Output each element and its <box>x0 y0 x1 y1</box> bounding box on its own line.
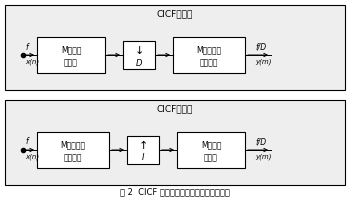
Text: 器级联: 器级联 <box>64 59 78 67</box>
Text: f: f <box>25 138 28 146</box>
Bar <box>5 5 345 90</box>
Text: f: f <box>25 42 28 52</box>
Text: M级梳状滤: M级梳状滤 <box>61 141 85 149</box>
Bar <box>5 100 345 185</box>
Text: 波器级联: 波器级联 <box>200 59 218 67</box>
Bar <box>37 37 105 73</box>
Bar <box>173 37 245 73</box>
Text: f/D: f/D <box>255 138 266 146</box>
Text: 图 2  CICF 抽取器和内插器的基本结构框图: 图 2 CICF 抽取器和内插器的基本结构框图 <box>120 187 230 197</box>
Text: 波器级联: 波器级联 <box>64 154 82 162</box>
Text: ↑: ↑ <box>138 141 148 151</box>
Text: y(m): y(m) <box>255 154 272 160</box>
Bar <box>177 132 245 168</box>
Text: x(n): x(n) <box>25 59 39 65</box>
Text: M级积分: M级积分 <box>201 141 221 149</box>
Text: y(m): y(m) <box>255 59 272 65</box>
Text: M级积分: M级积分 <box>61 45 81 55</box>
Bar <box>127 136 159 164</box>
Text: CICF内插器: CICF内插器 <box>157 104 193 114</box>
Text: ↓: ↓ <box>134 46 144 56</box>
Text: CICF抽取器: CICF抽取器 <box>157 9 193 19</box>
Text: I: I <box>142 154 144 162</box>
Text: M级梳状滤: M级梳状滤 <box>196 45 222 55</box>
Bar <box>123 41 155 69</box>
Bar <box>37 132 109 168</box>
Text: f/D: f/D <box>255 42 266 52</box>
Text: 器级联: 器级联 <box>204 154 218 162</box>
Text: D: D <box>136 59 142 67</box>
Text: x(n): x(n) <box>25 154 39 160</box>
